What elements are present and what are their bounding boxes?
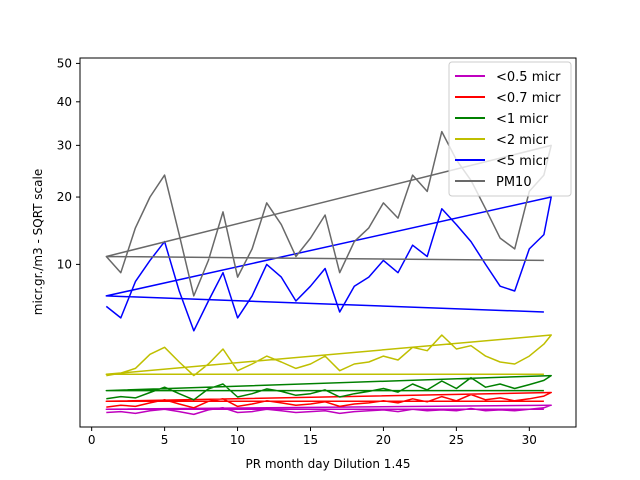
legend-label-4: <5 micr <box>496 154 549 169</box>
x-axis-label: PR month day Dilution 1.45 <box>245 457 410 471</box>
legend-label-3: <2 micr <box>496 133 549 148</box>
series-line-1 <box>105 391 552 409</box>
plot-frame <box>79 57 577 428</box>
y-tick-label-4: 50 <box>57 56 72 70</box>
x-tick-label-6: 30 <box>522 433 537 447</box>
series-line-4 <box>105 196 552 332</box>
x-tick-label-0: 0 <box>88 433 96 447</box>
legend-label-5: PM10 <box>496 175 532 190</box>
y-tick-label-1: 20 <box>57 190 72 204</box>
x-tick-label-5: 25 <box>449 433 464 447</box>
x-tick-label-1: 5 <box>161 433 169 447</box>
x-tick-label-4: 20 <box>376 433 391 447</box>
series-line-3 <box>105 334 552 377</box>
x-tick-label-3: 15 <box>303 433 318 447</box>
legend-label-2: <1 micr <box>496 112 549 127</box>
series-line-2 <box>105 374 552 401</box>
y-tick-label-0: 10 <box>57 257 72 271</box>
x-tick-label-2: 10 <box>230 433 245 447</box>
y-axis-ticks: 10 20 30 40 50 <box>57 56 80 271</box>
legend: <0.5 micr <0.7 micr <1 micr <2 micr <5 micr P… <box>448 61 572 197</box>
y-tick-label-3: 40 <box>57 95 72 109</box>
series-line-5 <box>105 130 552 297</box>
legend-label-1: <0.7 micr <box>496 91 561 106</box>
legend-frame <box>448 61 572 197</box>
x-axis-ticks: 0 5 10 15 20 25 30 <box>88 427 537 447</box>
series-layer <box>105 130 552 416</box>
legend-label-0: <0.5 micr <box>496 70 561 85</box>
y-tick-label-2: 30 <box>57 138 72 152</box>
series-line-0 <box>105 404 552 416</box>
y-axis-label: micr.gr./m3 - SQRT scale <box>31 169 45 315</box>
